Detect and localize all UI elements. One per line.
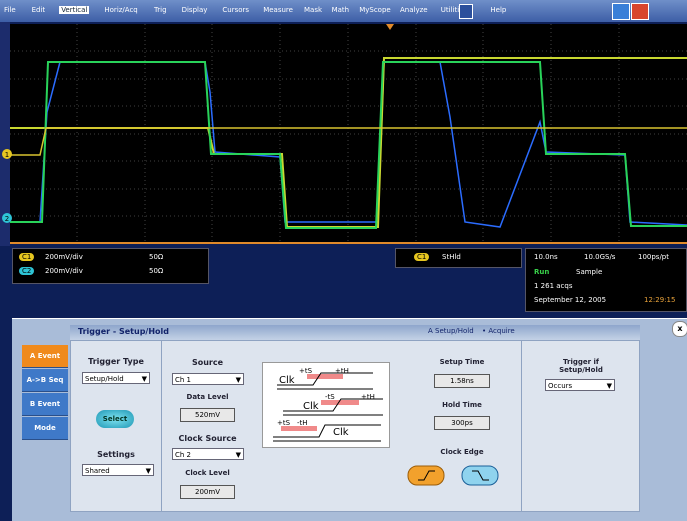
date: September 12, 2005 xyxy=(534,296,607,304)
clock-edge-buttons xyxy=(407,465,499,486)
channel-2-badge: C2 xyxy=(19,267,35,275)
channel-2-scale: 200mV/div xyxy=(45,267,83,275)
dialog-close[interactable]: x xyxy=(672,321,687,337)
source-label: Source xyxy=(191,358,224,367)
dialog-title: Trigger - Setup/Hold xyxy=(78,327,169,336)
menu-item[interactable]: File xyxy=(4,6,16,14)
trigger-if-dropdown[interactable]: Occurs xyxy=(545,379,615,392)
select-button[interactable]: Select xyxy=(96,410,134,428)
menu-dropdown[interactable] xyxy=(459,4,473,19)
setup-hold-diagram: Clk +tS +tH Clk -tS +tH +tS -tH Clk xyxy=(262,362,390,448)
clock-level-label: Clock Level xyxy=(185,469,230,477)
waveform-display: 1 2 xyxy=(0,22,687,246)
settings-dropdown[interactable]: Shared xyxy=(82,464,154,477)
channel-1-impedance: 50Ω xyxy=(149,253,164,261)
time: 12:29:15 xyxy=(644,296,676,304)
dialog-tab[interactable]: Mode xyxy=(22,417,68,440)
setup-time-label: Setup Time xyxy=(439,358,485,366)
menu-item[interactable]: Math xyxy=(331,6,350,14)
trigger-if-label: Trigger if Setup/Hold xyxy=(559,358,603,374)
diagram-label: Clk xyxy=(333,427,349,438)
diagram-label: +tS xyxy=(299,367,313,375)
minimize-button[interactable] xyxy=(612,3,630,20)
channel-2-impedance: 50Ω xyxy=(149,267,164,275)
data-level-value[interactable]: 520mV xyxy=(180,408,235,422)
clock-level-value[interactable]: 200mV xyxy=(180,485,235,499)
hold-time-value[interactable]: 300ps xyxy=(434,416,490,430)
diagram-label: +tS xyxy=(277,419,291,427)
menu-item[interactable]: Mask xyxy=(304,6,323,14)
diagram-label: Clk xyxy=(279,375,295,386)
dialog-tab[interactable]: A->B Seq xyxy=(22,369,68,392)
diagram-label: +tH xyxy=(361,393,375,401)
clock-source-dropdown[interactable]: Ch 2 xyxy=(172,448,244,461)
channel-readout: C1 200mV/div 50Ω C2 200mV/div 50Ω xyxy=(12,248,209,284)
menu-item[interactable]: MyScope xyxy=(359,6,391,14)
acq-mode: Sample xyxy=(576,268,603,276)
menu-item[interactable]: Trig xyxy=(154,6,167,14)
clock-source-label: Clock Source xyxy=(178,434,237,443)
dialog-title-bar: Trigger - Setup/Hold A Setup/Hold • Acqu… xyxy=(70,325,640,340)
trigger-channel: C1 xyxy=(414,253,430,261)
channel-1-marker: 1 xyxy=(5,151,9,159)
trigger-type-label: Trigger Type xyxy=(88,357,144,366)
resolution: 100ps/pt xyxy=(638,253,669,261)
menu-item[interactable]: Horiz/Acq xyxy=(104,6,138,14)
diagram-label: -tH xyxy=(297,419,308,427)
close-window-button[interactable] xyxy=(631,3,649,20)
menu-bar: File Edit Vertical Horiz/Acq Trig Display Curs… xyxy=(0,0,687,22)
run-state: Run xyxy=(534,268,550,276)
diagram-label: -tS xyxy=(325,393,335,401)
menu-item[interactable]: Cursors xyxy=(222,6,250,14)
settings-label: Settings xyxy=(97,450,135,459)
menu-item[interactable]: Vertical xyxy=(59,6,90,14)
diagram-label: Clk xyxy=(303,401,319,412)
menu-item[interactable]: Display xyxy=(181,6,208,14)
channel-1-scale: 200mV/div xyxy=(45,253,83,261)
menu-item[interactable]: Help xyxy=(490,6,507,14)
acquisition-readout: 10.0ns 10.0GS/s 100ps/pt Run Sample 1 26… xyxy=(525,248,687,312)
hold-time-label: Hold Time xyxy=(442,401,482,409)
setup-time-value[interactable]: 1.58ns xyxy=(434,374,490,388)
channel-2-marker: 2 xyxy=(5,215,9,223)
breadcrumb-next[interactable]: • Acquire xyxy=(482,327,515,335)
breadcrumb-current: A Setup/Hold xyxy=(428,327,474,335)
menu-item[interactable]: Measure xyxy=(263,6,293,14)
diagram-label: +tH xyxy=(335,367,349,375)
data-level-label: Data Level xyxy=(186,393,229,401)
trigger-type-dropdown[interactable]: Setup/Hold xyxy=(82,372,150,385)
acq-count: 1 261 acqs xyxy=(534,282,573,290)
dialog-tab[interactable]: A Event xyxy=(22,345,68,368)
trigger-type: StHld xyxy=(442,253,461,261)
channel-1-badge: C1 xyxy=(19,253,35,261)
dialog-tab[interactable]: B Event xyxy=(22,393,68,416)
menu-item[interactable]: Utilities xyxy=(440,6,468,14)
timebase: 10.0ns xyxy=(534,253,558,261)
breadcrumb-acquire[interactable]: Acquire xyxy=(488,327,515,335)
sample-rate: 10.0GS/s xyxy=(584,253,616,261)
trigger-readout: C1 StHld xyxy=(395,248,522,268)
menu-item[interactable]: Edit xyxy=(31,6,46,14)
menu-item[interactable]: Analyze xyxy=(400,6,428,14)
source-dropdown[interactable]: Ch 1 xyxy=(172,373,244,386)
clock-edge-label: Clock Edge xyxy=(440,448,484,456)
